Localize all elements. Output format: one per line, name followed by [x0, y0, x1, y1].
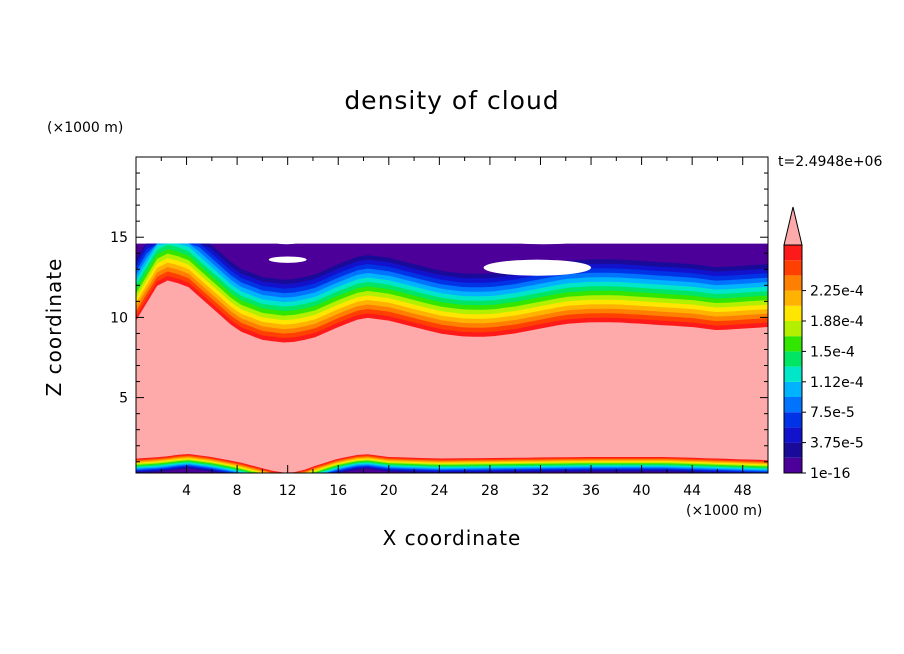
- colorbar-label: 7.5e-5: [810, 405, 855, 421]
- x-tick-label: 4: [182, 483, 191, 499]
- time-label: t=2.4948e+06: [778, 154, 883, 170]
- field-clear-patch-3: [508, 238, 579, 245]
- x-tick-label: 36: [582, 483, 600, 499]
- x-tick-label: 20: [380, 483, 398, 499]
- x-tick-label: 32: [532, 483, 550, 499]
- chart-title: density of cloud: [344, 86, 560, 115]
- colorbar-segment: [784, 457, 802, 473]
- colorbar-segment: [784, 427, 802, 443]
- colorbar-extend-arrow: [783, 206, 803, 246]
- x-axis-label: X coordinate: [382, 526, 522, 550]
- density-field: [136, 238, 768, 473]
- colorbar-label: 3.75e-5: [810, 436, 864, 452]
- x-tick-label: 8: [233, 483, 242, 499]
- field-clear-patch-2: [272, 238, 301, 245]
- y-tick-label: 15: [110, 230, 128, 246]
- colorbar-segment: [784, 442, 802, 458]
- field-saturated-region: [136, 280, 768, 473]
- field-clear-patch-0: [268, 256, 307, 263]
- colorbar-label: 1.12e-4: [810, 375, 864, 391]
- colorbar-frame: [783, 244, 803, 474]
- colorbar-label: 1.5e-4: [810, 344, 855, 360]
- colorbar-segment: [784, 305, 802, 321]
- colorbar-segment: [784, 366, 802, 382]
- x-unit-label: (×1000 m): [686, 503, 763, 519]
- colorbar-segment: [784, 245, 802, 261]
- colorbar-segment: [784, 397, 802, 413]
- colorbar-segment: [784, 275, 802, 291]
- colorbar-segment: [784, 336, 802, 352]
- colorbar: 1e-16 3.75e-5 7.5e-5 1.12e-4 1.5e-4 1.88e-4 2.…: [783, 206, 864, 482]
- x-tick-label: 12: [279, 483, 297, 499]
- x-tick-label: 48: [734, 483, 752, 499]
- colorbar-segment: [784, 351, 802, 367]
- x-tick-label: 28: [481, 483, 499, 499]
- y-unit-label: (×1000 m): [47, 120, 124, 136]
- x-tick-label: 44: [683, 483, 701, 499]
- colorbar-label: 1.88e-4: [810, 314, 864, 330]
- x-tick-label: 24: [430, 483, 448, 499]
- y-axis-label: Z coordinate: [42, 257, 66, 397]
- x-tick-label: 16: [329, 483, 347, 499]
- plot-frame: [135, 156, 769, 474]
- colorbar-segment: [784, 321, 802, 337]
- field-band-lower-0: [136, 468, 768, 473]
- colorbar-label: 1e-16: [810, 466, 850, 482]
- colorbar-segment: [784, 260, 802, 276]
- colorbar-label: 2.25e-4: [810, 284, 864, 300]
- x-tick-label: 40: [633, 483, 651, 499]
- colorbar-segment: [784, 412, 802, 428]
- field-clear-patch-1: [483, 259, 592, 276]
- colorbar-segment: [784, 381, 802, 397]
- y-tick-label: 10: [110, 310, 128, 326]
- colorbar-segment: [784, 290, 802, 306]
- y-tick-label: 5: [119, 391, 128, 407]
